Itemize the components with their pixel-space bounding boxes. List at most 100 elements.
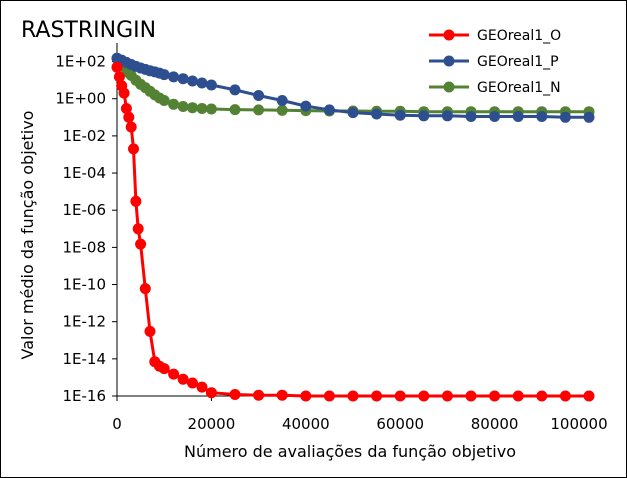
data-point <box>196 77 208 89</box>
legend-marker <box>443 55 455 67</box>
x-tick-label: 100000 <box>550 415 607 433</box>
data-point <box>125 121 137 133</box>
data-point <box>253 90 265 101</box>
data-point <box>229 389 241 400</box>
y-tick-label: 1E-02 <box>62 127 106 145</box>
y-tick-label: 1E-16 <box>62 387 106 405</box>
data-point <box>111 61 123 73</box>
data-point <box>371 108 383 120</box>
x-tick-label: 80000 <box>471 415 519 433</box>
y-tick-label: 1E+00 <box>55 90 106 108</box>
data-point <box>371 390 383 402</box>
data-point <box>536 390 548 402</box>
data-point <box>168 98 180 110</box>
legend: GEOreal1_O GEOreal1_P GEOreal1_N <box>429 28 561 96</box>
chart-title: RASTRINGIN <box>21 18 156 43</box>
x-tick-label: 0 <box>112 415 122 433</box>
data-point <box>323 390 335 402</box>
series-layer <box>111 52 595 402</box>
x-tick-label: 60000 <box>376 415 424 433</box>
data-point <box>187 377 198 389</box>
data-point <box>276 95 288 106</box>
data-point <box>583 390 595 402</box>
data-point <box>177 73 189 85</box>
data-point <box>177 101 189 112</box>
x-axis-ticks: 0 20000 40000 60000 80000 100000 <box>112 396 608 433</box>
data-point <box>168 71 180 83</box>
data-point <box>489 390 501 402</box>
legend-item: GEOreal1_N <box>429 80 561 96</box>
data-point <box>177 373 189 385</box>
y-tick-label: 1E-10 <box>62 276 106 294</box>
data-point <box>205 103 217 115</box>
data-point <box>323 104 335 116</box>
y-tick-label: 1E-08 <box>62 238 106 256</box>
data-point <box>276 389 288 401</box>
data-point <box>276 104 288 116</box>
data-point <box>394 390 406 402</box>
data-point <box>132 223 144 235</box>
data-point <box>347 107 359 119</box>
data-point <box>120 103 132 114</box>
series-georeal1-o <box>111 61 595 402</box>
y-axis-ticks: 1E+02 1E+00 1E-02 1E-04 1E-06 1E-08 1E-10 1E-12… <box>55 53 117 405</box>
data-point <box>441 390 453 402</box>
y-tick-label: 1E-14 <box>62 350 106 368</box>
legend-marker <box>443 81 455 93</box>
data-point <box>168 368 180 380</box>
data-point <box>187 102 198 114</box>
data-point <box>512 111 524 122</box>
y-tick-label: 1E-12 <box>62 313 106 331</box>
y-tick-label: 1E-06 <box>62 201 106 219</box>
y-tick-label: 1E+02 <box>55 53 106 71</box>
data-point <box>418 110 430 122</box>
data-point <box>158 95 170 106</box>
data-point <box>300 100 312 112</box>
data-point <box>253 389 265 401</box>
data-point <box>196 103 208 114</box>
data-point <box>113 71 125 83</box>
data-point <box>158 69 170 81</box>
data-point <box>583 111 595 123</box>
legend-marker <box>443 29 455 41</box>
data-point <box>512 390 524 402</box>
data-point <box>144 325 156 337</box>
data-point <box>196 381 208 393</box>
legend-item: GEOreal1_P <box>429 54 559 70</box>
data-point <box>187 75 198 87</box>
x-tick-label: 40000 <box>282 415 330 433</box>
x-tick-label: 20000 <box>188 415 236 433</box>
data-point <box>418 390 430 402</box>
series-georeal1-p <box>111 52 595 123</box>
data-point <box>135 238 147 250</box>
data-point <box>118 87 130 99</box>
y-axis-title: Valor médio da função objetivo <box>18 111 37 360</box>
data-point <box>394 109 406 121</box>
data-point <box>229 104 241 116</box>
data-point <box>441 110 453 122</box>
data-point <box>123 111 135 123</box>
data-point <box>559 111 571 123</box>
data-point <box>465 111 477 122</box>
data-point <box>489 111 501 122</box>
legend-label: GEOreal1_N <box>477 80 561 96</box>
y-tick-label: 1E-04 <box>62 164 106 182</box>
legend-label: GEOreal1_P <box>477 54 559 70</box>
data-point <box>205 387 217 399</box>
data-point <box>205 79 217 91</box>
data-point <box>559 390 571 402</box>
data-point <box>536 111 548 122</box>
data-point <box>347 390 359 402</box>
data-point <box>229 84 241 96</box>
x-axis-title: Número de avaliações da função objetivo <box>184 442 516 461</box>
data-point <box>130 195 142 207</box>
data-point <box>465 390 477 402</box>
data-point <box>253 104 265 116</box>
legend-label: GEOreal1_O <box>477 28 561 44</box>
data-point <box>300 390 312 402</box>
data-point <box>158 363 170 375</box>
data-point <box>139 283 151 295</box>
data-point <box>128 143 139 155</box>
